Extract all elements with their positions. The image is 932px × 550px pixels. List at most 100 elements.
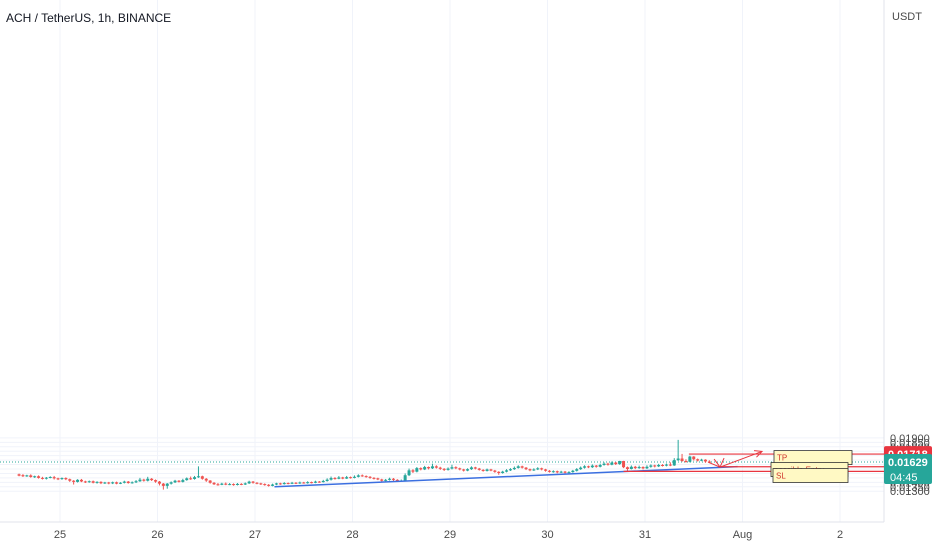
candle-body bbox=[536, 468, 540, 470]
time-tick-label: 31 bbox=[639, 529, 651, 541]
candle-body bbox=[352, 476, 356, 478]
candle-body bbox=[232, 484, 236, 486]
candle-body bbox=[594, 465, 598, 467]
candle-body bbox=[364, 476, 368, 478]
entry-arrowhead bbox=[713, 457, 725, 469]
candle-body bbox=[196, 476, 200, 478]
candle-body bbox=[126, 481, 130, 484]
candle-body bbox=[602, 463, 606, 466]
candle-body bbox=[169, 482, 173, 484]
candle-body bbox=[130, 482, 134, 484]
candle-body bbox=[91, 481, 95, 483]
candle-body bbox=[290, 482, 294, 484]
time-tick-label: 29 bbox=[444, 529, 456, 541]
candle-body bbox=[454, 467, 458, 469]
candle-body bbox=[267, 484, 271, 486]
candle-body bbox=[122, 481, 126, 483]
time-tick-label: Aug bbox=[733, 529, 753, 541]
time-tick-label: 30 bbox=[541, 529, 553, 541]
candle-body bbox=[388, 478, 392, 480]
candle-body bbox=[524, 467, 528, 470]
candle-body bbox=[87, 481, 91, 483]
candle-body bbox=[360, 475, 364, 477]
time-axis[interactable]: 25 26 27 28 29 30 31 Aug 2 bbox=[54, 529, 843, 541]
candle-body bbox=[598, 465, 602, 467]
candle-body bbox=[664, 464, 668, 466]
candle-body bbox=[60, 478, 64, 480]
candle-body bbox=[520, 466, 524, 468]
candle-body bbox=[676, 458, 680, 461]
candle-body bbox=[216, 484, 220, 486]
candle-body bbox=[83, 481, 87, 483]
candle-body bbox=[341, 477, 345, 479]
candle-body bbox=[274, 483, 278, 485]
candle-body bbox=[37, 476, 41, 478]
drawings[interactable]: TPpossible EntrySL bbox=[274, 450, 885, 488]
candle-body bbox=[528, 469, 532, 471]
candle-body bbox=[688, 456, 692, 462]
candle-body bbox=[220, 483, 224, 485]
candle-body bbox=[193, 477, 197, 479]
candle-body bbox=[189, 478, 193, 480]
candle-body bbox=[259, 483, 263, 485]
candle-body bbox=[575, 469, 579, 471]
candle-body bbox=[142, 479, 146, 481]
time-tick-label: 27 bbox=[249, 529, 261, 541]
candle-body bbox=[376, 478, 380, 480]
candle-body bbox=[48, 476, 52, 478]
candle-body bbox=[306, 482, 310, 484]
candle-body bbox=[512, 467, 516, 470]
candle-body bbox=[134, 481, 138, 483]
sl-label-box bbox=[772, 468, 849, 483]
candle-body bbox=[173, 480, 177, 483]
candle-body bbox=[415, 468, 419, 472]
candle-body bbox=[263, 484, 267, 486]
current-price-tag-bg bbox=[884, 453, 932, 484]
candle-body bbox=[661, 465, 665, 467]
candle-body bbox=[329, 478, 333, 480]
candle-body bbox=[700, 459, 704, 461]
candle-body bbox=[146, 478, 150, 481]
price-unit-label: USDT bbox=[892, 11, 922, 23]
candle-body bbox=[618, 461, 622, 465]
candle-body bbox=[208, 480, 212, 483]
candle-body bbox=[473, 467, 477, 469]
candle-body bbox=[64, 478, 68, 480]
candle-body bbox=[76, 479, 80, 482]
candle-body bbox=[466, 469, 470, 471]
chart-title: ACH / TetherUS, 1h, BINANCE bbox=[6, 11, 171, 25]
candle-body bbox=[204, 478, 208, 481]
candle-body bbox=[380, 479, 384, 481]
candle-body bbox=[224, 483, 228, 485]
candle-body bbox=[653, 465, 657, 467]
trendline bbox=[274, 465, 738, 488]
candle-body bbox=[25, 475, 29, 477]
sl-label-text: SL bbox=[776, 472, 786, 481]
candle-body bbox=[255, 482, 259, 484]
candle-body bbox=[489, 469, 493, 471]
candle-body bbox=[286, 483, 290, 485]
candle-body bbox=[434, 466, 438, 468]
time-tick-label: 2 bbox=[837, 529, 843, 541]
candle-body bbox=[477, 468, 481, 470]
candle-body bbox=[614, 462, 618, 465]
grid bbox=[0, 0, 884, 522]
candle-body bbox=[684, 461, 688, 463]
candle-body bbox=[103, 482, 107, 484]
candle-body bbox=[703, 459, 707, 462]
projection-arrowhead bbox=[753, 450, 764, 458]
candle-body bbox=[481, 469, 485, 471]
candle-body bbox=[150, 478, 154, 481]
candle-body bbox=[555, 471, 559, 473]
candle-body bbox=[430, 466, 434, 469]
price-tick-label: 0.01900 bbox=[890, 433, 930, 445]
candle-body bbox=[79, 479, 83, 482]
candle-body bbox=[356, 475, 360, 477]
candle-body bbox=[111, 482, 115, 484]
candle-body bbox=[313, 481, 317, 483]
candle-body bbox=[212, 482, 216, 485]
candle-body bbox=[419, 468, 423, 470]
candle-body bbox=[462, 469, 466, 471]
